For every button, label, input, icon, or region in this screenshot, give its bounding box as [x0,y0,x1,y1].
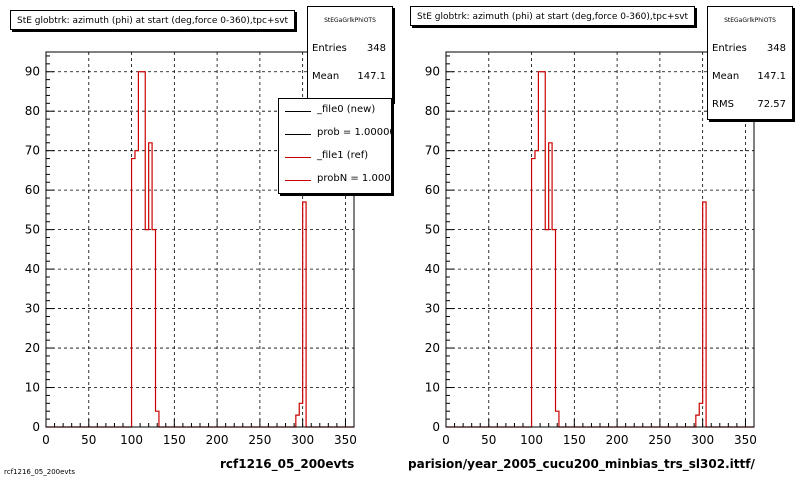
x-tick-label: 200 [606,433,629,447]
y-tick-label: 70 [425,144,440,158]
stats-row-entries: Entries 348 [712,43,786,57]
plot-title-right: StE globtrk: azimuth (phi) at start (deg… [410,6,696,26]
legend-label: _file1 (ref) [317,150,369,161]
x-tick-label: 150 [163,433,186,447]
legend-label: prob = 1.000000 [317,127,391,138]
x-tick-label: 350 [334,433,357,447]
y-tick-label: 40 [425,262,440,276]
y-tick-label: 0 [432,420,440,434]
x-tick-label: 250 [648,433,671,447]
stats-mean-value: 147.1 [757,71,786,82]
legend-label: probN = 1.000000 [317,173,391,184]
legend-line-black [285,111,311,112]
legend-entry: _file1 (ref) [279,147,391,167]
y-tick-label: 70 [25,144,40,158]
y-tick-label: 80 [425,104,440,118]
legend-box: _file0 (new) prob = 1.000000 _file1 (ref… [278,98,392,194]
y-tick-label: 80 [25,104,40,118]
y-tick-label: 50 [425,223,440,237]
plot-title-left: StE globtrk: azimuth (phi) at start (deg… [10,10,296,30]
caption-right: parision/year_2005_cucu200_minbias_trs_s… [408,457,755,471]
footer-text: rcf1216_05_200evts [4,468,75,476]
y-tick-label: 40 [25,262,40,276]
plot-frame [45,51,355,428]
x-tick-label: 50 [481,433,496,447]
y-tick-label: 30 [25,302,40,316]
stats-mean-label: Mean [312,71,340,82]
legend-entry: prob = 1.000000 [279,124,391,144]
legend-line-black [285,134,311,135]
caption-left: rcf1216_05_200evts [220,457,355,471]
legend-line-red [285,157,311,158]
y-tick-label: 0 [32,420,40,434]
x-tick-label: 50 [81,433,96,447]
stats-rms-value: 72.57 [757,99,786,110]
stats-mean-value: 147.1 [357,71,386,82]
y-tick-label: 10 [25,381,40,395]
x-tick-label: 200 [206,433,229,447]
y-tick-label: 10 [425,381,440,395]
stats-entries-value: 348 [766,43,786,54]
y-tick-label: 90 [25,65,40,79]
x-tick-label: 350 [734,433,757,447]
stats-box-right: StEGaGrlkPhiOTS Entries 348 Mean 147.1 R… [707,6,793,120]
y-tick-label: 60 [25,183,40,197]
stats-box-left: StEGaGrlkPhiOTS Entries 348 Mean 147.1 [307,6,393,102]
stats-row-rms: RMS 72.57 [712,99,786,113]
stats-name: StEGaGrlkPhiOTS [324,17,376,24]
y-tick-label: 50 [25,223,40,237]
y-tick-label: 20 [25,341,40,355]
stats-entries-value: 348 [366,43,386,54]
histogram-plot-right: 0 50 100 150 200 250 300 350 0 10 20 30 40 50 60 70 80 90 [425,51,757,447]
x-tick-label: 300 [691,433,714,447]
x-tick-label: 0 [42,433,50,447]
stats-entries-label: Entries [712,43,747,54]
histogram-series-line [46,71,354,428]
stats-name: StEGaGrlkPhiOTS [724,17,776,24]
legend-label: _file0 (new) [317,104,376,115]
y-tick-label: 60 [425,183,440,197]
stats-row-mean: Mean 147.1 [712,71,786,85]
x-tick-label: 100 [120,433,143,447]
y-tick-label: 90 [425,65,440,79]
x-tick-label: 300 [291,433,314,447]
stats-row-mean: Mean 147.1 [312,71,386,85]
legend-entry: _file0 (new) [279,101,391,121]
legend-line-red [285,180,311,181]
stats-rms-label: RMS [712,99,734,110]
stats-entries-label: Entries [312,43,347,54]
legend-entry: probN = 1.000000 [279,170,391,190]
histogram-series-line [446,71,754,428]
x-tick-label: 100 [520,433,543,447]
x-tick-label: 250 [248,433,271,447]
x-tick-label: 0 [442,433,450,447]
stats-mean-label: Mean [712,71,740,82]
stats-row-entries: Entries 348 [312,43,386,57]
y-tick-label: 20 [425,341,440,355]
plot-frame [445,51,755,428]
x-tick-label: 150 [563,433,586,447]
y-tick-label: 30 [425,302,440,316]
